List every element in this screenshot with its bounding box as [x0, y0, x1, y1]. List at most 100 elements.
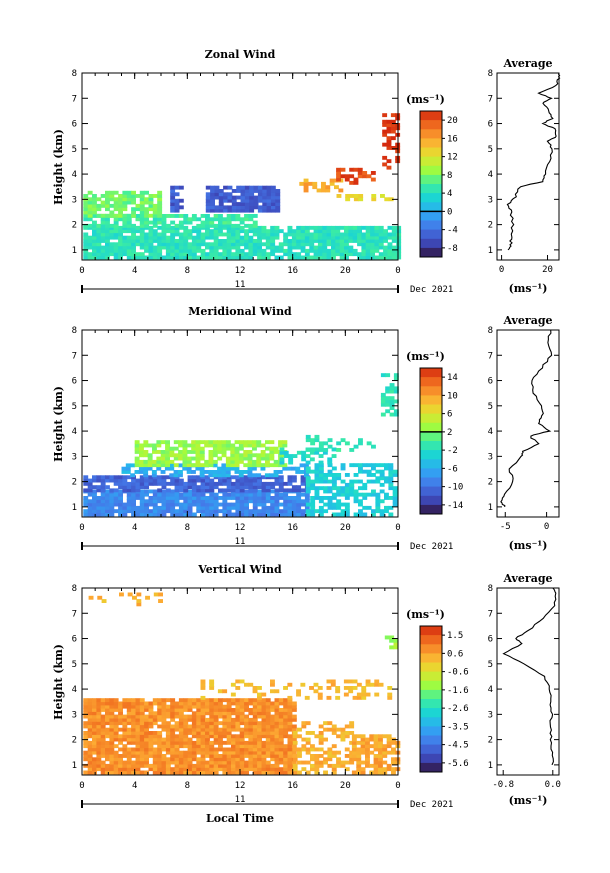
average-y-tick-label: 7: [488, 609, 493, 619]
heatmap-cell: [283, 492, 289, 497]
heatmap-cell: [391, 235, 397, 240]
heatmap-cell: [157, 213, 163, 218]
heatmap-cell: [236, 202, 242, 206]
heatmap-cell: [213, 704, 219, 709]
heatmap-cell: [169, 450, 175, 454]
heatmap-cell: [109, 213, 115, 218]
meridional-wind-heatmap: [83, 373, 399, 517]
heatmap-cell: [239, 760, 245, 765]
heatmap-cell: [147, 453, 153, 458]
heatmap-cell: [388, 486, 394, 491]
heatmap-cell: [174, 502, 180, 507]
heatmap-cell: [393, 642, 399, 646]
heatmap-cell: [135, 512, 141, 517]
heatmap-cell: [213, 721, 219, 726]
heatmap-cell: [323, 476, 329, 481]
heatmap-cell: [152, 239, 158, 243]
heatmap-cell: [265, 239, 271, 243]
heatmap-cell: [244, 202, 250, 206]
heatmap-cell: [270, 757, 276, 762]
heatmap-cell: [217, 440, 223, 445]
heatmap-cell: [261, 763, 267, 768]
heatmap-cell: [213, 475, 219, 480]
heatmap-cell: [186, 456, 192, 461]
heatmap-cell: [257, 740, 262, 745]
heatmap-cell: [218, 714, 223, 719]
heatmap-cell: [183, 727, 189, 732]
heatmap-cell: [270, 744, 276, 749]
heatmap-cell: [278, 750, 284, 755]
heatmap-cell: [122, 727, 128, 732]
heatmap-cell: [105, 750, 110, 755]
heatmap-cell: [270, 245, 276, 250]
heatmap-cell: [265, 252, 271, 257]
heatmap-cell: [205, 734, 210, 739]
heatmap-cell: [365, 225, 371, 230]
heatmap-cell: [392, 473, 398, 477]
heatmap-cell: [253, 185, 259, 190]
heatmap-cell: [83, 740, 89, 745]
heatmap-cell: [157, 747, 163, 752]
heatmap-cell: [83, 714, 89, 719]
heatmap-cell: [261, 692, 267, 697]
heatmap-cell: [265, 481, 271, 486]
heatmap-cell: [300, 512, 306, 517]
heatmap-cell: [160, 453, 166, 458]
heatmap-cell: [92, 232, 97, 237]
heatmap-cell: [287, 727, 293, 732]
x-tick-label: 20: [340, 781, 351, 791]
heatmap-cell: [387, 695, 393, 700]
heatmap-cell: [217, 450, 223, 454]
heatmap-cell: [200, 686, 206, 690]
heatmap-cell: [126, 252, 132, 257]
heatmap-cell: [209, 509, 215, 514]
heatmap-cell: [235, 505, 241, 510]
heatmap-cell: [265, 717, 271, 722]
heatmap-cell: [225, 440, 231, 445]
heatmap-cell: [235, 760, 241, 765]
heatmap-cell: [326, 225, 332, 230]
heatmap-cell: [187, 740, 193, 745]
heatmap-cell: [122, 242, 128, 247]
heatmap-cell: [204, 443, 210, 448]
heatmap-cell: [288, 457, 294, 462]
heatmap-cell: [374, 679, 380, 684]
heatmap-cell: [274, 255, 280, 260]
heatmap-cell: [131, 760, 136, 765]
heatmap-cell: [252, 492, 258, 497]
heatmap-cell: [131, 232, 136, 237]
heatmap-cell: [165, 731, 171, 735]
heatmap-cell: [349, 194, 355, 198]
heatmap-cell: [231, 202, 237, 206]
heatmap-cell: [314, 479, 320, 484]
heatmap-cell: [161, 744, 167, 749]
heatmap-cell: [144, 717, 149, 722]
heatmap-cell: [348, 239, 354, 243]
heatmap-cell: [270, 202, 276, 206]
heatmap-cell: [222, 509, 228, 514]
heatmap-cell: [252, 714, 258, 719]
average-y-tick-label: 6: [488, 635, 493, 645]
heatmap-cell: [96, 734, 102, 739]
heatmap-cell: [100, 747, 106, 752]
heatmap-cell: [325, 185, 331, 190]
heatmap-cell: [139, 505, 145, 510]
heatmap-cell: [222, 217, 228, 222]
heatmap-cell: [118, 255, 123, 260]
heatmap-cell: [365, 232, 371, 237]
heatmap-cell: [274, 770, 280, 775]
heatmap-cell: [305, 731, 311, 735]
heatmap-cell: [287, 505, 293, 510]
heatmap-cell: [252, 750, 258, 755]
heatmap-cell: [374, 235, 380, 240]
heatmap-cell: [323, 486, 329, 491]
heatmap-cell: [178, 488, 184, 493]
heatmap-cell: [244, 698, 249, 703]
heatmap-cell: [310, 469, 316, 474]
heatmap-cell: [126, 225, 132, 230]
heatmap-cell: [92, 223, 97, 228]
heatmap-cell: [178, 478, 184, 483]
average-y-tick-label: 7: [488, 351, 493, 361]
heatmap-cell: [174, 727, 180, 732]
heatmap-cell: [218, 496, 223, 500]
